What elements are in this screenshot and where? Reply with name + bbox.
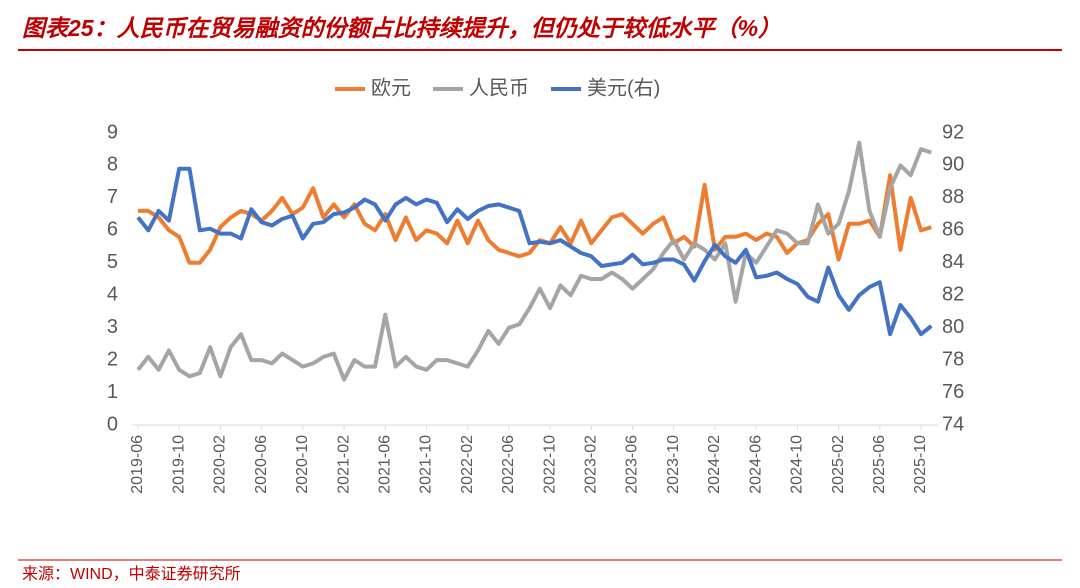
x-tick-label: 2022-02 [459, 435, 476, 494]
y-tick-label: 9 [107, 121, 118, 143]
y-tick-label: 1 [107, 381, 118, 403]
legend-label: 欧元 [371, 76, 411, 99]
y-tick-label: 8 [107, 154, 118, 176]
y2-tick-label: 78 [942, 348, 964, 370]
x-tick-label: 2019-10 [170, 435, 187, 494]
series-line [136, 140, 932, 382]
x-tick-label: 2023-02 [583, 435, 600, 494]
x-tick-label: 2025-02 [830, 435, 847, 494]
x-tick-label: 2022-06 [500, 435, 517, 494]
y-tick-label: 3 [107, 316, 118, 338]
y2-tick-label: 84 [942, 251, 964, 273]
y-tick-label: 6 [107, 219, 118, 241]
y2-tick-label: 88 [942, 186, 964, 208]
y2-tick-label: 90 [942, 154, 964, 176]
x-tick-label: 2023-06 [624, 435, 641, 494]
x-tick-label: 2024-10 [789, 435, 806, 494]
y-tick-label: 0 [107, 413, 118, 435]
y-tick-label: 5 [107, 251, 118, 273]
x-tick-label: 2023-10 [665, 435, 682, 494]
chart-title: 图表25：人民币在贸易融资的份额占比持续提升，但仍处于较低水平（%） [22, 15, 781, 41]
x-tick-label: 2020-06 [253, 435, 270, 494]
y-tick-label: 7 [107, 186, 118, 208]
y2-tick-label: 92 [942, 121, 964, 143]
x-tick-label: 2020-10 [294, 435, 311, 494]
legend-label: 人民币 [469, 76, 529, 99]
y2-tick-label: 74 [942, 413, 964, 435]
y2-tick-label: 80 [942, 316, 964, 338]
x-tick-label: 2022-10 [541, 435, 558, 494]
x-tick-label: 2021-02 [335, 435, 352, 494]
x-tick-label: 2025-10 [912, 435, 929, 494]
x-tick-label: 2025-06 [871, 435, 888, 494]
y2-tick-label: 86 [942, 219, 964, 241]
y-tick-label: 4 [107, 284, 118, 306]
x-tick-label: 2020-02 [212, 435, 229, 494]
x-tick-label: 2024-06 [747, 435, 764, 494]
x-tick-label: 2019-06 [129, 435, 146, 494]
x-tick-label: 2021-10 [418, 435, 435, 494]
x-tick-label: 2024-02 [706, 435, 723, 494]
series-line [136, 166, 933, 337]
y-tick-label: 2 [107, 348, 118, 370]
source-note: 来源：WIND，中泰证券研究所 [22, 565, 241, 583]
y2-tick-label: 82 [942, 284, 964, 306]
legend-label: 美元(右) [587, 76, 660, 99]
x-tick-label: 2021-06 [376, 435, 393, 494]
y2-tick-label: 76 [942, 381, 964, 403]
